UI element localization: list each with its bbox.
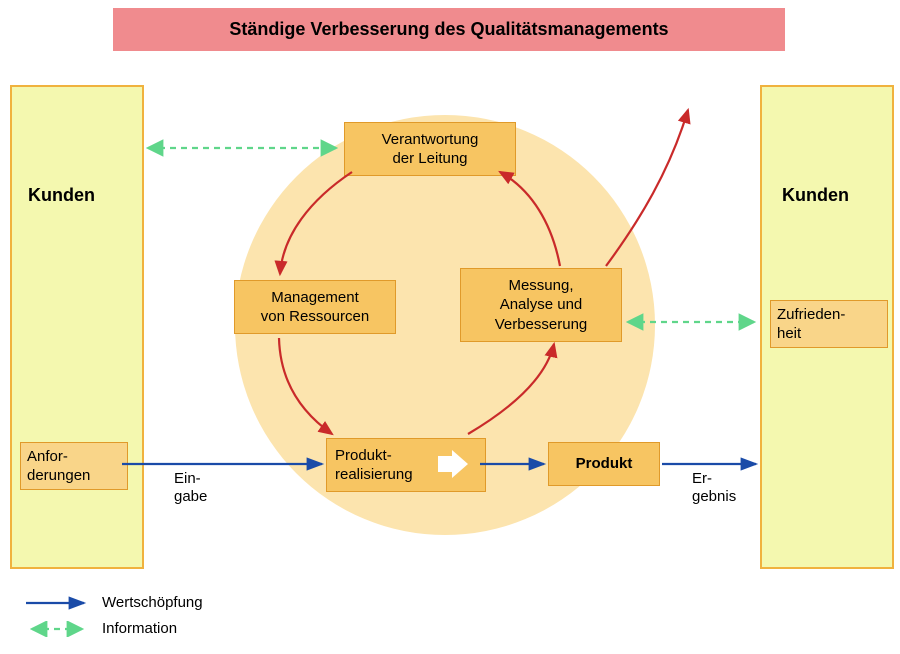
node-leitung: Verantwortung der Leitung [344, 122, 516, 176]
node-produkt: Produkt [548, 442, 660, 486]
label-ergebnis: Er- gebnis [692, 470, 736, 506]
node-messung: Messung, Analyse und Verbesserung [460, 268, 622, 342]
node-ressourcen: Management von Ressourcen [234, 280, 396, 334]
title-banner: Ständige Verbesserung des Qualitätsmanag… [113, 8, 785, 51]
legend-information: Information [24, 620, 177, 637]
white-arrow-icon [438, 450, 468, 478]
legend-wertschoepfung: Wertschöpfung [24, 594, 203, 611]
right-customer-label: Kunden [782, 185, 849, 206]
left-customer-box [10, 85, 144, 569]
left-sub-anforderungen: Anfor- derungen [20, 442, 128, 490]
qm-diagram: Ständige Verbesserung des Qualitätsmanag… [0, 0, 900, 654]
left-customer-label: Kunden [28, 185, 95, 206]
label-eingabe: Ein- gabe [174, 470, 207, 506]
legend-wertschoepfung-label: Wertschöpfung [102, 594, 203, 611]
legend-information-label: Information [102, 620, 177, 637]
right-sub-zufriedenheit: Zufrieden- heit [770, 300, 888, 348]
